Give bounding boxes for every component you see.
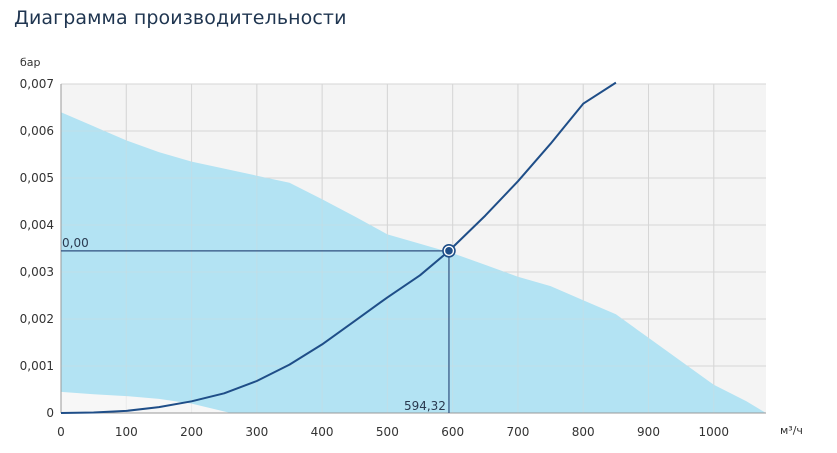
y-tick-label: 0,001 (20, 359, 54, 373)
page-title: Диаграмма производительности (14, 7, 347, 29)
x-tick-label: 300 (245, 425, 268, 439)
chart-axes (60, 84, 766, 414)
x-tick-label: 200 (180, 425, 203, 439)
axis-tick-labels: 0 100 200 300 400 500 600 700 800 900 1000 0 0,001 0,… (20, 77, 729, 439)
y-tick-label: 0,006 (20, 124, 54, 138)
operating-point-x-label: 594,32 (404, 399, 446, 413)
y-tick-label: 0,002 (20, 312, 54, 326)
operating-area-lower-cut (61, 391, 231, 413)
operating-point-marker-core (445, 247, 453, 255)
chart-grid-overlay (61, 83, 766, 414)
y-tick-label: 0,007 (20, 77, 54, 91)
y-tick-label: 0,003 (20, 265, 54, 279)
x-tick-label: 100 (115, 425, 138, 439)
x-tick-label: 500 (376, 425, 399, 439)
x-tick-label: 700 (506, 425, 529, 439)
system-curve (60, 81, 617, 414)
x-tick-label: 0 (57, 425, 65, 439)
x-tick-label: 400 (311, 425, 334, 439)
x-tick-label: 1000 (699, 425, 730, 439)
y-tick-label: 0 (46, 406, 54, 420)
y-tick-label: 0,005 (20, 171, 54, 185)
x-tick-label: 600 (441, 425, 464, 439)
y-tick-label: 0,004 (20, 218, 54, 232)
x-tick-label: 900 (637, 425, 660, 439)
operating-area (61, 112, 766, 413)
y-axis-label: бар (20, 56, 41, 69)
x-tick-label: 800 (572, 425, 595, 439)
x-axis-label: м³/ч (780, 424, 803, 437)
operating-point-y-label: 0,00 (62, 236, 89, 250)
